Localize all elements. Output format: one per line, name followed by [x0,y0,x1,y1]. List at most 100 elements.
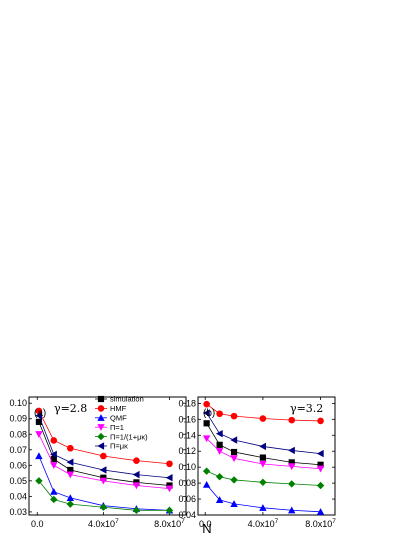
legend-label: Π=μκ [110,442,128,451]
series-line [38,415,170,479]
y-tick-label: 0.10 [9,398,27,408]
data-point [288,416,296,424]
data-point [202,435,211,443]
data-point [288,506,296,514]
data-point [215,429,223,438]
data-point [259,460,267,468]
data-point [35,418,43,425]
data-point [50,456,57,463]
data-point [316,508,325,515]
data-point [215,496,224,503]
panel-label: (b) [203,408,215,419]
data-point [288,446,295,455]
series-line [206,412,321,455]
data-point [166,460,173,468]
x-tick-label: 8.0x107 [305,518,336,529]
y-tick-label: 0.16 [178,414,196,424]
y-tick-label: 0.05 [9,476,27,486]
series-line [38,410,170,465]
legend-marker [97,424,105,431]
data-point [66,471,75,479]
data-point [215,473,224,481]
data-point [99,466,107,474]
x-axis-label: N [202,521,211,536]
x-tick-label: 4.0x107 [248,518,279,529]
data-point [35,407,43,415]
y-tick-label: 0.09 [9,414,27,424]
y-tick-label: 0.03 [9,507,27,517]
data-point [202,409,210,417]
x-tick-label: 8.0x107 [154,518,185,529]
plot-frame [197,396,336,516]
data-point [50,495,58,504]
data-point [132,506,141,515]
y-tick-label: 0.12 [178,446,196,456]
legend-label: Π=1/(1+μκ) [110,432,148,441]
data-point [99,477,108,485]
gamma-annotation: γ=3.2 [290,402,323,415]
data-point [230,455,238,463]
legend-label: simulation [110,395,144,404]
y-tick-label: 0.07 [9,445,27,455]
data-point [99,503,108,511]
data-point [35,411,43,420]
data-point [100,474,107,481]
legend-label: QMF [110,414,127,423]
gamma-annotation: γ=2.8 [54,402,87,415]
data-point [259,415,267,422]
series-line [38,480,170,511]
data-point [100,452,107,460]
panel-a: 0.03 0.04 0.05 0.06 0.07 0.08 0.09 0.10 0.0 4.0x1… [9,395,187,529]
data-point [50,450,57,459]
data-point [259,478,267,487]
legend-marker [97,432,105,441]
data-point [202,467,211,475]
y-tick-label: 0.08 [178,478,196,488]
data-point [67,466,74,474]
data-point [35,431,43,438]
data-point [259,504,267,511]
data-point [50,462,58,470]
data-point [230,476,238,484]
series-line [38,455,170,511]
data-point [316,449,324,458]
data-point [288,480,296,488]
data-point [259,454,266,461]
series-line [206,423,321,466]
data-point [132,482,141,490]
data-point [133,457,140,464]
y-tick-label: 0.10 [178,462,196,472]
data-point [165,485,174,493]
panel-label: (a) [34,408,46,419]
x-tick-label: 0.0 [31,519,44,529]
data-point [288,459,295,466]
data-point [259,442,266,451]
data-point [66,500,75,508]
data-point [132,470,140,479]
data-point [316,481,325,490]
data-point [66,458,74,466]
y-tick-label: 0.08 [9,429,27,439]
y-tick-label: 0.18 [178,398,196,408]
data-point [230,500,238,507]
data-point [230,436,238,444]
data-point [216,441,223,448]
legend-marker [97,414,105,421]
x-tick-label: 4.0x107 [88,518,119,529]
data-point [50,437,58,444]
legend-marker [97,442,105,450]
data-point [317,417,324,425]
data-point [215,448,224,455]
data-point [50,488,58,495]
y-tick-label: 0.06 [9,460,27,470]
data-point [166,482,173,489]
series-line [38,421,170,486]
legend-marker [97,405,105,412]
legend-label: Π=1 [110,423,124,432]
x-tick-label: 0.0 [199,519,212,529]
legend-label: HMF [110,404,127,413]
data-point [203,420,210,427]
data-point [230,448,238,456]
